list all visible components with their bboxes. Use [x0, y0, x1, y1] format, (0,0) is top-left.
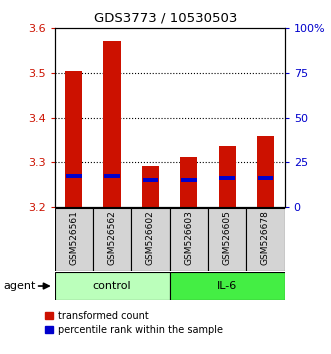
Bar [180, 156, 197, 207]
Bar [258, 176, 273, 180]
Bar [169, 208, 208, 271]
Bar [218, 146, 236, 207]
Bar [181, 178, 197, 182]
Bar [257, 137, 274, 207]
Bar [143, 178, 158, 182]
Bar [208, 208, 246, 271]
Text: GSM526561: GSM526561 [69, 211, 78, 266]
Bar [246, 208, 285, 271]
Text: IL-6: IL-6 [217, 281, 237, 291]
Legend: transformed count, percentile rank within the sample: transformed count, percentile rank withi… [45, 311, 223, 335]
Text: GSM526678: GSM526678 [261, 211, 270, 266]
Text: control: control [93, 281, 131, 291]
Bar [55, 272, 169, 300]
Bar [66, 174, 81, 178]
Text: GSM526562: GSM526562 [108, 211, 117, 266]
Bar [219, 176, 235, 180]
Text: agent: agent [3, 281, 36, 291]
Text: GSM526605: GSM526605 [223, 211, 232, 266]
Bar [93, 208, 131, 271]
Bar [104, 41, 121, 207]
Bar [169, 272, 285, 300]
Text: GDS3773 / 10530503: GDS3773 / 10530503 [94, 11, 237, 24]
Bar [131, 208, 169, 271]
Bar [104, 174, 120, 178]
Bar [142, 166, 159, 207]
Bar [65, 71, 82, 207]
Bar [55, 208, 93, 271]
Text: GSM526603: GSM526603 [184, 211, 193, 266]
Text: GSM526602: GSM526602 [146, 211, 155, 266]
